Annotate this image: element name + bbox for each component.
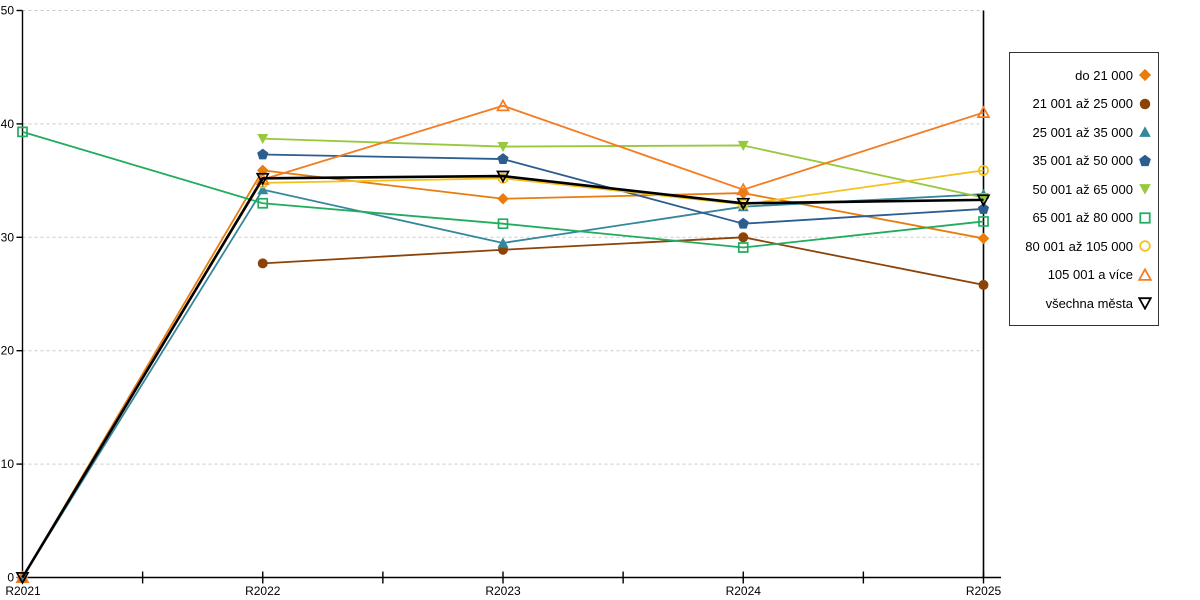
triangle-up-open-marker bbox=[976, 105, 991, 119]
legend-label: 25 001 až 35 000 bbox=[1032, 124, 1133, 140]
legend-diamond-icon bbox=[1138, 68, 1152, 82]
legend-circle-open-icon bbox=[1139, 240, 1151, 252]
legend-item: do 21 000 bbox=[1010, 62, 1152, 88]
triangle-up-marker bbox=[497, 237, 509, 248]
series-line-8 bbox=[21, 174, 984, 579]
triangle-down-open-marker bbox=[976, 194, 991, 208]
legend-item: 105 001 a více bbox=[1010, 262, 1152, 288]
legend-label: 35 001 až 50 000 bbox=[1032, 153, 1133, 168]
legend-item: 25 001 až 35 000 bbox=[1010, 119, 1152, 145]
legend-item: 50 001 až 65 000 bbox=[1010, 176, 1152, 202]
y-tick-label-20: 20 bbox=[1, 344, 15, 358]
legend-circle-icon bbox=[1139, 98, 1151, 109]
legend-label: 80 001 až 105 000 bbox=[1025, 238, 1133, 254]
circle-open-marker bbox=[1139, 240, 1151, 252]
circle-marker bbox=[738, 232, 749, 243]
x-tick-label-R2022: R2022 bbox=[245, 584, 281, 598]
diamond-marker bbox=[1138, 68, 1152, 82]
triangle-up-open-marker bbox=[1138, 267, 1152, 281]
triangle-down-marker bbox=[737, 140, 749, 151]
pentagon-marker bbox=[497, 153, 509, 164]
diamond-marker bbox=[497, 192, 509, 205]
triangle-down-marker bbox=[497, 141, 509, 152]
y-tick-label-40: 40 bbox=[1, 117, 15, 131]
pentagon-marker bbox=[257, 148, 269, 160]
triangle-down-open-marker bbox=[736, 197, 751, 211]
series-line-0 bbox=[21, 169, 984, 578]
pentagon-marker bbox=[737, 217, 749, 229]
x-tick-label-R2023: R2023 bbox=[485, 584, 521, 598]
triangle-down-marker bbox=[257, 134, 269, 145]
series-line-5 bbox=[22, 130, 984, 249]
triangle-down-open-marker bbox=[255, 172, 270, 186]
legend-item: 35 001 až 50 000 bbox=[1010, 148, 1152, 174]
square-open-marker bbox=[17, 126, 28, 138]
legend-triangle-up-open-icon bbox=[1138, 267, 1152, 281]
series-line-6 bbox=[262, 169, 984, 206]
legend-label: 105 001 a více bbox=[1047, 267, 1133, 282]
triangle-up-open-marker bbox=[736, 182, 751, 196]
legend-label: 65 001 až 80 000 bbox=[1032, 210, 1133, 225]
pentagon-marker bbox=[977, 203, 990, 214]
legend-label: všechna města bbox=[1045, 295, 1133, 311]
circle-open-marker bbox=[978, 164, 989, 176]
y-tick-label-0: 0 bbox=[7, 571, 14, 585]
circle-marker bbox=[257, 258, 268, 269]
legend-triangle-up-icon bbox=[1139, 126, 1151, 137]
triangle-up-open-marker bbox=[496, 98, 510, 112]
circle-marker bbox=[978, 279, 989, 290]
legend-label: do 21 000 bbox=[1075, 67, 1133, 83]
y-tick-label-30: 30 bbox=[1, 230, 15, 244]
circle-marker bbox=[1139, 98, 1151, 109]
legend-label: 21 001 až 25 000 bbox=[1032, 96, 1133, 111]
square-open-marker bbox=[1139, 211, 1151, 224]
legend-item: 21 001 až 25 000 bbox=[1010, 91, 1152, 117]
triangle-up-marker bbox=[257, 184, 269, 195]
legend-pentagon-icon bbox=[1139, 154, 1151, 166]
square-open-marker bbox=[257, 197, 269, 209]
y-tick-label-10: 10 bbox=[1, 457, 15, 471]
y-tick-label-50: 50 bbox=[1, 4, 15, 18]
x-tick-label-R2021: R2021 bbox=[5, 584, 41, 598]
legend-square-open-icon bbox=[1139, 211, 1151, 224]
x-tick-label-R2025: R2025 bbox=[966, 584, 1002, 598]
square-open-marker bbox=[737, 242, 749, 253]
triangle-down-open-marker bbox=[15, 572, 30, 585]
legend-label: 50 001 až 65 000 bbox=[1032, 181, 1133, 197]
triangle-up-marker bbox=[1139, 126, 1151, 137]
legend-triangle-down-icon bbox=[1139, 184, 1151, 195]
pentagon-marker bbox=[1139, 154, 1151, 166]
triangle-down-open-marker bbox=[496, 170, 510, 184]
legend-item: 80 001 až 105 000 bbox=[1010, 233, 1152, 259]
series-line-1 bbox=[262, 236, 984, 286]
chart-legend: do 21 000 21 001 až 25 000 25 001 až 35 00… bbox=[1009, 52, 1159, 326]
triangle-down-marker bbox=[1139, 184, 1151, 195]
x-tick-label-R2024: R2024 bbox=[726, 584, 762, 598]
triangle-down-open-marker bbox=[1138, 297, 1152, 310]
diamond-marker bbox=[977, 232, 990, 245]
legend-triangle-down-open-icon bbox=[1138, 297, 1152, 310]
legend-item: 65 001 až 80 000 bbox=[1010, 205, 1152, 231]
square-open-marker bbox=[978, 216, 989, 227]
square-open-marker bbox=[497, 218, 509, 230]
legend-item: všechna města bbox=[1010, 290, 1152, 316]
